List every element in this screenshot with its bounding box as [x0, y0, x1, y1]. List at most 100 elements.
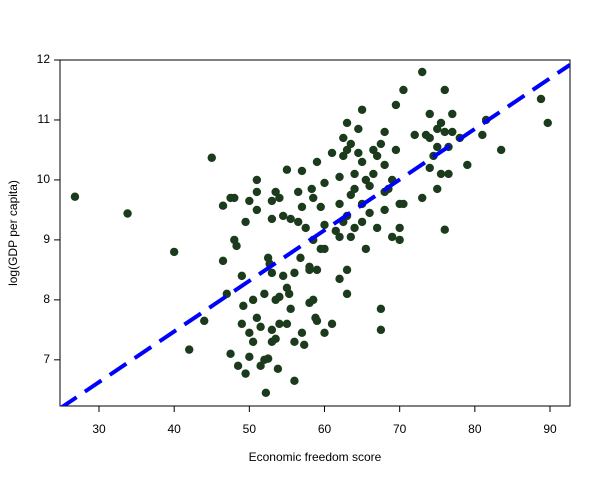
- point: [433, 124, 442, 134]
- point: [290, 376, 299, 386]
- point: [273, 364, 283, 374]
- point: [241, 217, 250, 227]
- point: [327, 148, 337, 158]
- point: [433, 184, 442, 194]
- point: [376, 304, 386, 314]
- point: [200, 316, 209, 326]
- point: [278, 271, 288, 281]
- point: [294, 187, 303, 197]
- point: [391, 145, 401, 155]
- point: [425, 109, 434, 119]
- point: [496, 145, 506, 155]
- point: [275, 319, 284, 329]
- point: [399, 85, 408, 95]
- point: [245, 328, 254, 338]
- point: [296, 253, 305, 263]
- x-tick-label: 50: [243, 422, 257, 436]
- point: [320, 328, 329, 338]
- point: [339, 151, 348, 161]
- point: [290, 268, 299, 278]
- point: [278, 211, 288, 221]
- point: [425, 163, 434, 173]
- point: [339, 133, 348, 143]
- point: [230, 193, 239, 203]
- point: [331, 226, 340, 236]
- point: [261, 388, 271, 398]
- point: [342, 118, 352, 128]
- point: [271, 187, 280, 197]
- y-tick-label: 10: [37, 172, 51, 186]
- x-tick-label: 30: [92, 422, 106, 436]
- point: [380, 160, 389, 170]
- point: [237, 271, 247, 281]
- point: [245, 196, 254, 206]
- point: [463, 160, 472, 170]
- point: [399, 199, 408, 209]
- point: [410, 130, 419, 140]
- point: [395, 235, 404, 245]
- point: [282, 319, 292, 329]
- point: [433, 142, 442, 152]
- point: [218, 256, 228, 266]
- point: [436, 169, 446, 179]
- point: [335, 199, 344, 209]
- y-tick-label: 11: [38, 112, 51, 126]
- point: [275, 193, 284, 203]
- point: [376, 325, 386, 335]
- point: [440, 127, 449, 137]
- x-tick-label: 90: [543, 422, 557, 436]
- point: [263, 354, 273, 363]
- point: [346, 232, 356, 242]
- point: [312, 316, 322, 326]
- point: [207, 153, 216, 162]
- point: [169, 247, 179, 257]
- plot-frame: [59, 59, 571, 407]
- trend-line: [60, 63, 570, 406]
- point: [395, 223, 404, 233]
- point: [252, 313, 262, 323]
- point: [312, 157, 322, 167]
- point: [448, 127, 457, 137]
- point: [342, 265, 352, 275]
- point: [248, 295, 258, 305]
- point: [185, 345, 194, 354]
- point: [245, 352, 254, 362]
- point: [307, 184, 316, 194]
- point: [237, 319, 247, 329]
- point: [267, 214, 277, 224]
- y-tick-label: 12: [37, 52, 51, 66]
- point: [387, 232, 397, 242]
- point: [346, 190, 356, 200]
- point: [369, 169, 378, 179]
- point: [301, 223, 310, 233]
- point: [354, 124, 363, 134]
- point: [316, 202, 325, 212]
- point: [286, 304, 295, 314]
- point: [357, 217, 367, 227]
- point: [380, 127, 389, 137]
- point: [290, 337, 299, 347]
- point: [369, 145, 378, 155]
- point: [297, 166, 307, 176]
- point: [335, 274, 344, 284]
- point: [305, 265, 314, 275]
- point: [444, 169, 453, 179]
- point: [357, 157, 367, 167]
- point: [70, 192, 80, 201]
- point: [312, 265, 322, 275]
- point: [380, 205, 389, 215]
- point: [327, 319, 337, 329]
- point: [365, 181, 374, 191]
- point: [271, 334, 280, 344]
- point: [478, 130, 487, 140]
- y-tick-label: 8: [43, 292, 50, 306]
- point: [372, 151, 382, 161]
- point: [354, 148, 363, 158]
- point: [252, 187, 262, 197]
- point: [252, 205, 262, 215]
- point: [241, 369, 250, 378]
- point: [256, 361, 265, 371]
- point: [123, 209, 132, 218]
- x-tick-label: 80: [468, 422, 482, 436]
- point: [260, 289, 269, 299]
